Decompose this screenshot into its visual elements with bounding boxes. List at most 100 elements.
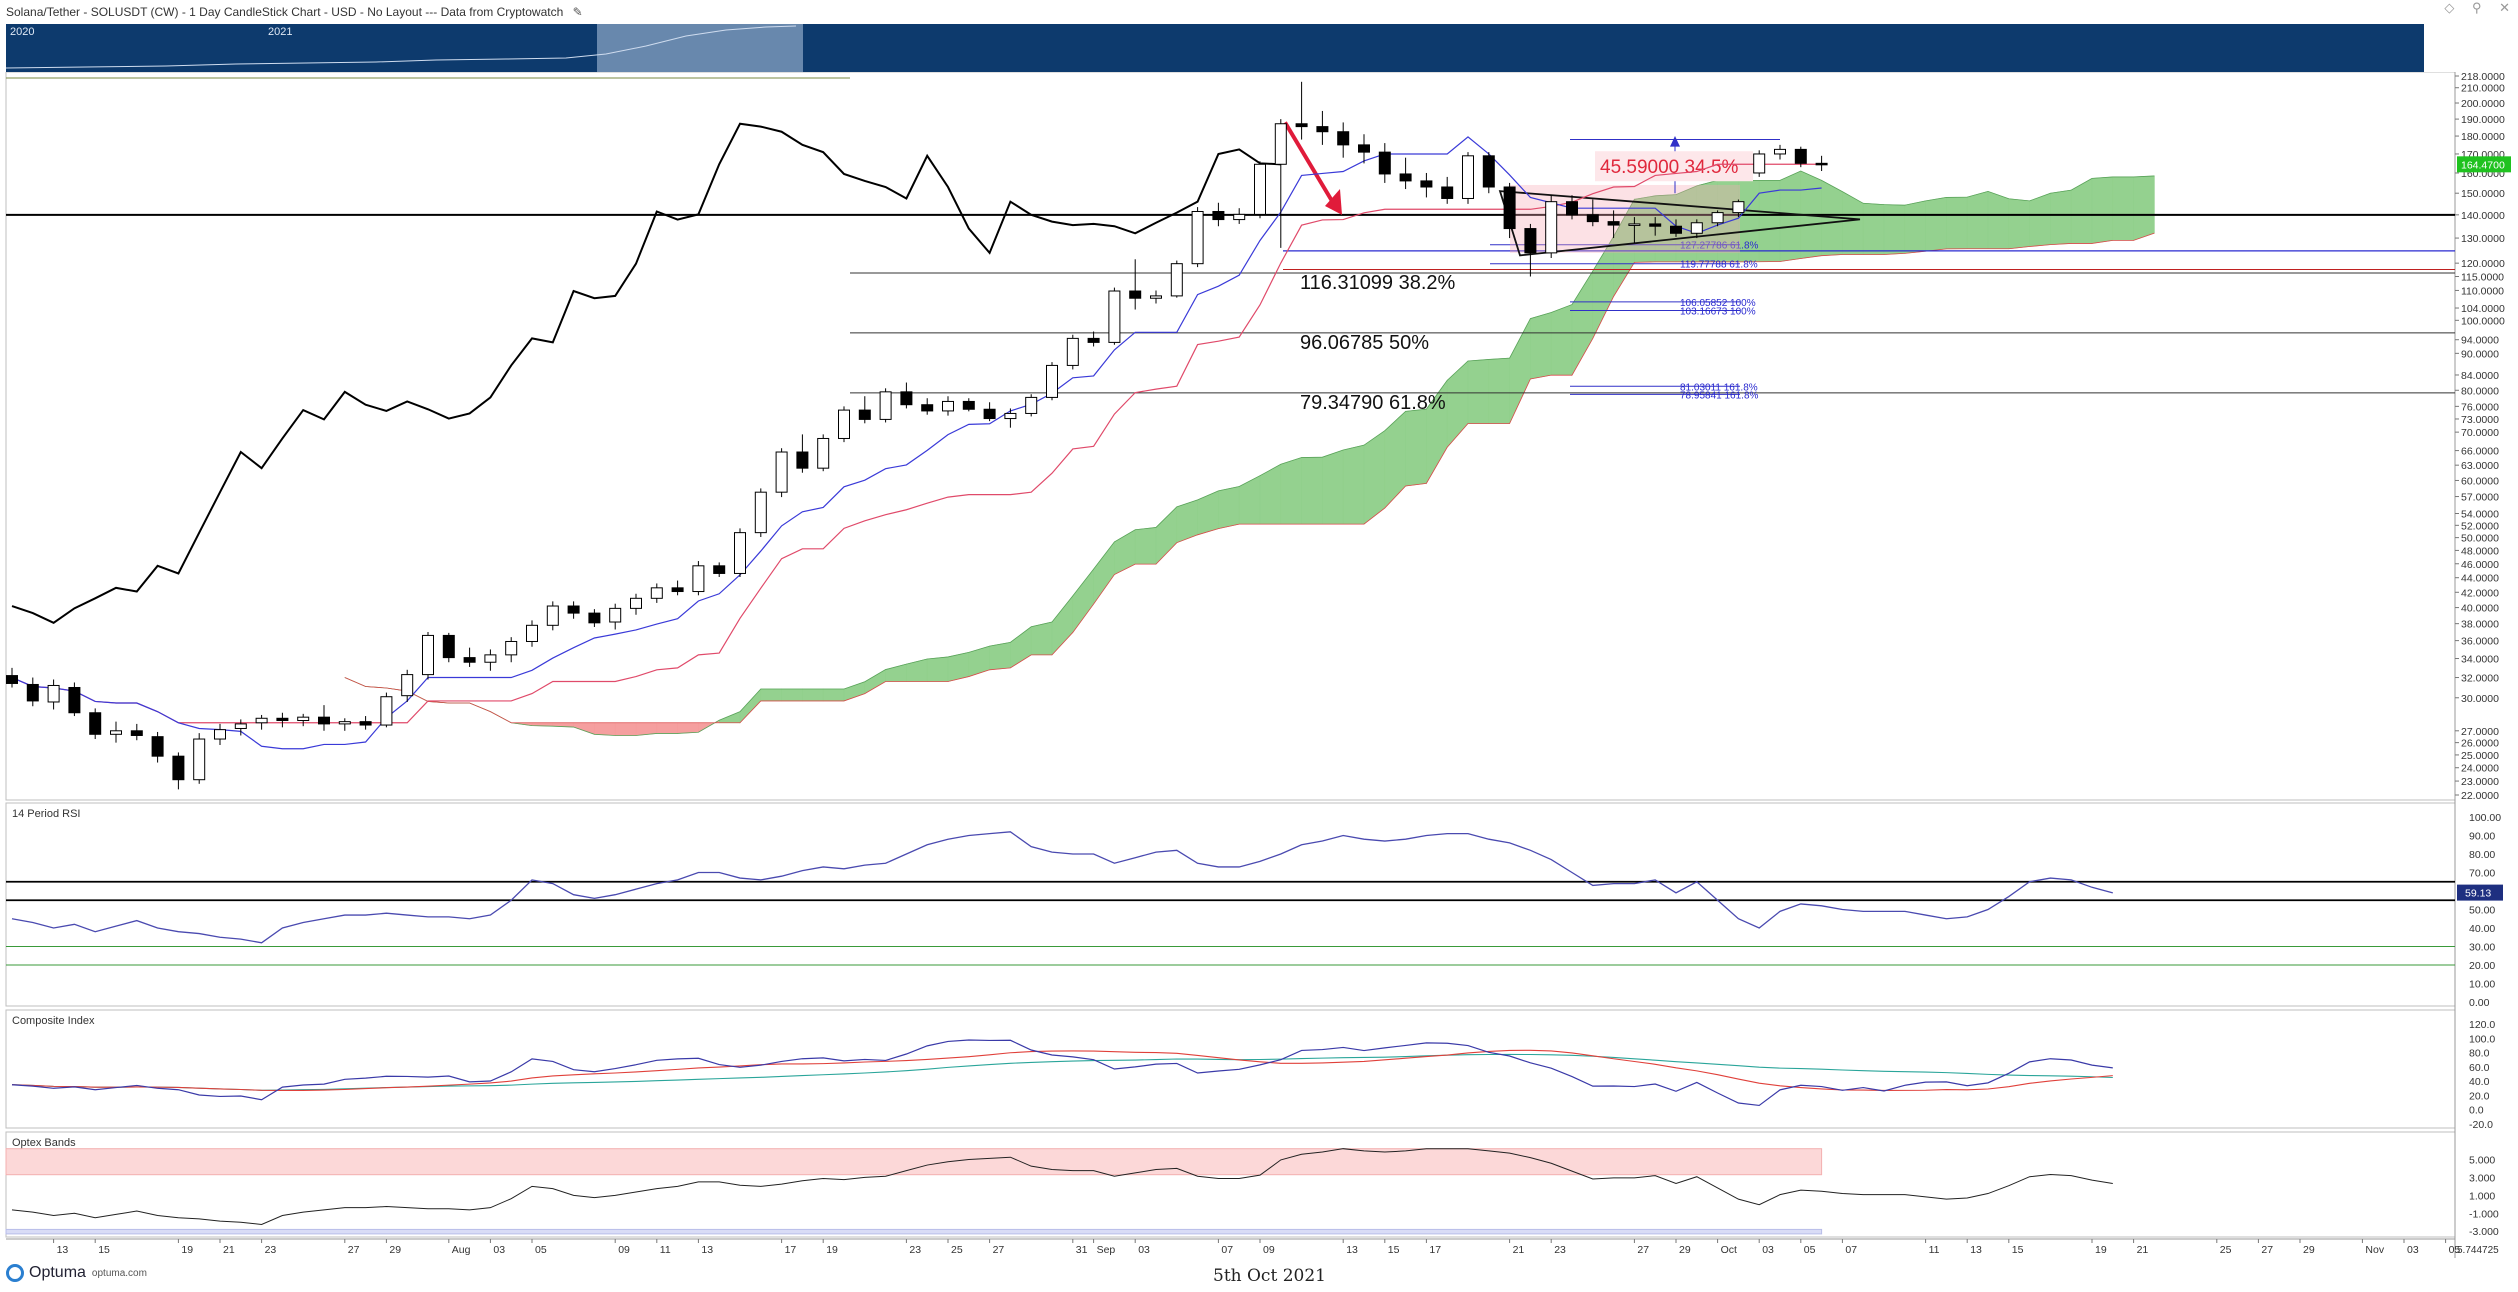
- candle-body: [463, 657, 476, 663]
- candle-body: [1545, 201, 1558, 254]
- price-tick-label: 76.0000: [2461, 401, 2499, 413]
- overview-navigator[interactable]: 2020 2021: [6, 24, 2424, 72]
- diamond-icon[interactable]: ◇: [2444, 0, 2455, 15]
- cloud-segment: [1342, 444, 1365, 525]
- date-tick-label: 29: [2303, 1244, 2315, 1256]
- candle: [962, 398, 975, 412]
- rsi-last-badge: [2457, 884, 2503, 901]
- candle-body: [1087, 337, 1100, 343]
- date-tick-label: 25: [2220, 1244, 2232, 1256]
- candle: [318, 705, 330, 731]
- candle: [255, 714, 268, 730]
- composite-tick-label: 120.0: [2469, 1019, 2495, 1031]
- cloud-segment: [1030, 621, 1053, 656]
- candle-body: [1524, 228, 1537, 254]
- candle-body: [1462, 155, 1474, 199]
- optex-tick-label: 3.000: [2469, 1172, 2495, 1184]
- candle: [1212, 202, 1225, 227]
- cloud-segment: [1405, 408, 1427, 487]
- candle: [1794, 146, 1807, 168]
- price-tick-label: 32.0000: [2461, 673, 2499, 685]
- cloud-segment: [2029, 192, 2051, 247]
- kijun-line: [11, 163, 1822, 724]
- overview-selection-window[interactable]: [597, 24, 803, 72]
- cloud-segment: [739, 688, 762, 724]
- composite-tick-label: 40.0: [2469, 1076, 2490, 1088]
- composite-tick-label: 20.0: [2469, 1090, 2490, 1102]
- rsi-tick-label: 30.00: [2469, 942, 2495, 954]
- candle-body: [692, 565, 705, 593]
- cloud-segment: [1051, 594, 1074, 656]
- optex-title: Optex Bands: [12, 1137, 76, 1149]
- candle: [463, 647, 476, 667]
- candle: [1129, 259, 1142, 310]
- cloud-span-b: [344, 232, 2155, 724]
- cloud-segment: [1197, 490, 1219, 536]
- price-tick-label: 22.0000: [2461, 790, 2499, 802]
- cloud-segment: [843, 681, 866, 702]
- date-tick-label: 23: [265, 1244, 277, 1256]
- date-tick-label: 23: [1554, 1244, 1566, 1256]
- cloud-segment: [989, 641, 1011, 671]
- small-fib-label-5: 78.95841 161.8%: [1680, 390, 1759, 401]
- price-tick-label: 26.0000: [2461, 738, 2499, 750]
- cloud-segment: [1155, 506, 1178, 565]
- cloud-segment: [2050, 189, 2072, 245]
- cloud-span-a: [344, 170, 2155, 736]
- candle: [838, 406, 850, 443]
- candle-body: [1025, 396, 1038, 414]
- date-tick-label: 15: [98, 1244, 110, 1256]
- cloud-segment: [2133, 175, 2155, 241]
- candle-body: [1586, 214, 1599, 223]
- rsi-tick-label: 90.00: [2469, 831, 2495, 843]
- candle: [1046, 362, 1058, 401]
- price-tick-label: 40.0000: [2461, 603, 2499, 615]
- edit-pencil-icon[interactable]: ✎: [572, 5, 583, 19]
- candle: [359, 716, 372, 730]
- candle: [1607, 210, 1620, 239]
- price-tick-label: 25.0000: [2461, 750, 2499, 762]
- close-icon[interactable]: ✕: [2499, 0, 2510, 15]
- candle-body: [1150, 295, 1162, 299]
- candle: [1420, 172, 1433, 198]
- price-tick-label: 63.0000: [2461, 460, 2499, 472]
- candle-body: [276, 717, 289, 722]
- date-tick-label: 27: [1637, 1244, 1649, 1256]
- candle-body: [983, 408, 996, 420]
- candle-body: [546, 605, 559, 626]
- composite-tick-label: 60.0: [2469, 1062, 2490, 1074]
- date-tick-label: 03: [493, 1244, 505, 1256]
- rsi-tick-label: 0.00: [2469, 997, 2490, 1009]
- candle-body: [380, 696, 393, 726]
- last-price-label: 164.4700: [2461, 159, 2505, 171]
- date-tick-label: 11: [1929, 1244, 1940, 1256]
- brand-name: Optuma: [29, 1264, 86, 1281]
- candle-body: [713, 565, 726, 574]
- cloud-segment: [1842, 191, 1864, 255]
- composite-index-line: [11, 1039, 2113, 1107]
- candle: [1566, 195, 1578, 220]
- rsi-tick-label: 20.00: [2469, 960, 2495, 972]
- cloud-segment: [1509, 318, 1531, 424]
- cloud-segment: [968, 645, 990, 677]
- main-chart[interactable]: 116.31099 38.2% 96.06785 50% 79.34790 61.8…: [0, 72, 2518, 1262]
- candle: [1170, 260, 1183, 298]
- candle-body: [1690, 222, 1703, 234]
- optex-tick-label: 5.000: [2469, 1154, 2495, 1166]
- candle: [401, 669, 414, 702]
- candle-body: [1628, 223, 1641, 226]
- panel-frame-2: [5, 1009, 2456, 1129]
- price-tick-label: 54.0000: [2461, 508, 2499, 520]
- chart-title-bar: Solana/Tether - SOLUSDT (CW) - 1 Day Can…: [0, 0, 2518, 24]
- pin-icon[interactable]: ⚲: [2471, 0, 2482, 15]
- candle: [380, 692, 393, 728]
- candle: [1150, 290, 1162, 304]
- candle: [1670, 219, 1682, 237]
- price-tick-label: 210.0000: [2461, 83, 2505, 95]
- cloud-segment: [1238, 475, 1261, 525]
- date-tick-label: Oct: [1721, 1244, 1737, 1256]
- price-tick-label: 70.0000: [2461, 427, 2499, 439]
- rsi-title: 14 Period RSI: [12, 808, 80, 820]
- date-tick-label: 23: [909, 1244, 921, 1256]
- composite-title: Composite Index: [12, 1015, 95, 1027]
